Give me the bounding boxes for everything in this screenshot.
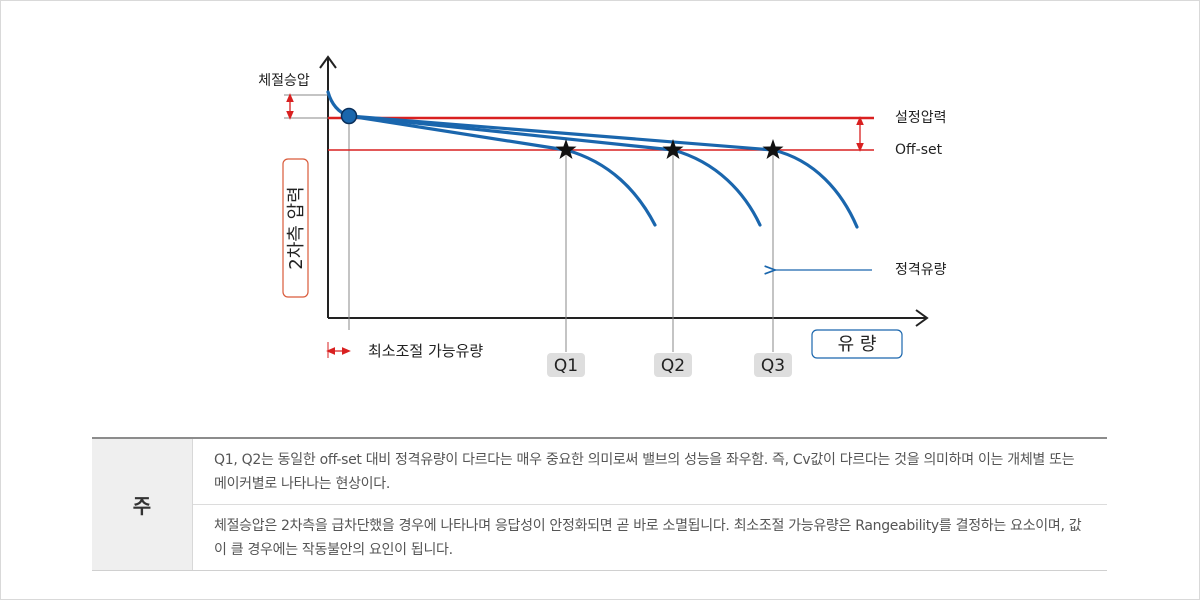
axes	[319, 55, 929, 327]
star-q1	[555, 139, 577, 159]
note-row-1: Q1, Q2는 동일한 off-set 대비 정격유량이 다르다는 매우 중요한…	[214, 452, 1075, 492]
curve-q1	[347, 114, 657, 227]
secondary-pressure-label: 2차측 압력	[286, 186, 307, 269]
q1-badge	[547, 353, 585, 377]
rated-flow-stars	[555, 139, 784, 159]
min-flow-label: 최소조절 가능유량	[368, 342, 483, 360]
rated-flow-label: 정격유량	[895, 262, 947, 278]
guide-lines	[284, 94, 774, 352]
operating-point	[340, 107, 358, 125]
pressure-flow-diagram: 체절승압 설정압력 Off-set 정격유량 최소조절 가능유량 2차측 압력 …	[258, 55, 947, 377]
q2-label: Q2	[661, 356, 685, 376]
cheoljeol-label: 체절승압	[258, 73, 310, 89]
flow-box	[811, 329, 903, 359]
notes-body: Q1, Q2는 동일한 off-set 대비 정격유량이 다르다는 매우 중요한…	[193, 439, 1107, 570]
note-row-2: 체절승압은 2차측을 급차단했을 경우에 나타나며 응답성이 안정화되면 곧 바…	[193, 504, 1107, 570]
flow-label: 유 량	[838, 334, 877, 355]
secondary-pressure-box	[282, 158, 309, 298]
q3-label: Q3	[761, 356, 785, 376]
notes-header: 주	[92, 439, 193, 570]
offset-label: Off-set	[895, 142, 943, 158]
star-q3	[762, 139, 784, 159]
curve-q2	[347, 114, 762, 227]
q2-badge	[654, 353, 692, 377]
q1-label: Q1	[554, 356, 578, 376]
notes-table: 주 Q1, Q2는 동일한 off-set 대비 정격유량이 다르다는 매우 중…	[92, 437, 1107, 571]
y-axis-arrowhead	[319, 55, 337, 69]
q3-badge	[754, 353, 792, 377]
curve-q3	[347, 114, 859, 229]
x-axis-arrowhead	[915, 309, 929, 327]
set-pressure-label: 설정압력	[895, 110, 947, 126]
star-q2	[662, 139, 684, 159]
pressure-curves	[326, 90, 859, 229]
